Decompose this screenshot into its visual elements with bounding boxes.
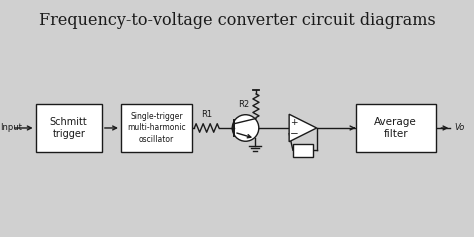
Circle shape [232,115,259,141]
Text: Vo: Vo [454,123,465,132]
Text: R1: R1 [201,110,212,119]
Text: +: + [290,118,298,127]
Bar [293,144,313,157]
Bar [121,104,192,152]
Text: Frequency-to-voltage converter circuit diagrams: Frequency-to-voltage converter circuit d… [38,12,436,29]
Bar [36,104,102,152]
Polygon shape [289,114,317,142]
Text: −: − [290,129,298,139]
Text: Single-trigger
multi-harmonic
oscillator: Single-trigger multi-harmonic oscillator [127,112,186,144]
Text: Schmitt
trigger: Schmitt trigger [50,117,88,139]
Text: Average
filter: Average filter [374,117,417,139]
Text: R2: R2 [238,100,249,109]
Bar [356,104,436,152]
Text: Input: Input [0,123,22,132]
